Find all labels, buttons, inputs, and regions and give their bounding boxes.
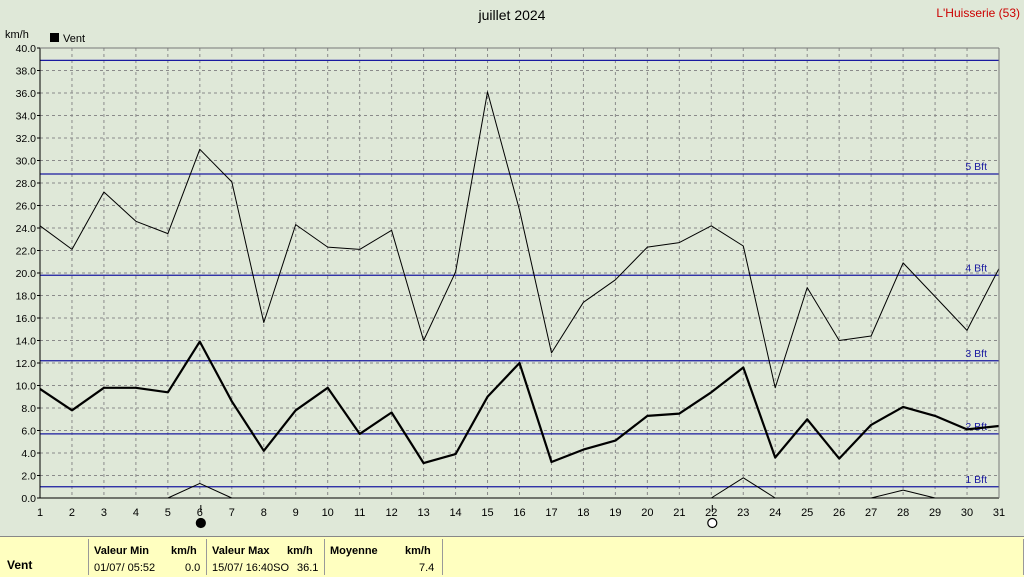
y-tick-label: 16.0 [16,313,37,325]
series-line-thick [39,340,1000,465]
max-unit: km/h [287,545,313,557]
new-moon-icon [195,517,206,529]
beaufort-label: 4 Bft [965,262,987,274]
min-box: Valeur Min km/h 01/07/ 05:52 0.0 [88,539,205,575]
x-tick-label: 26 [833,507,845,519]
beaufort-label: 3 Bft [965,348,987,360]
min-value: 0.0 [185,562,201,574]
y-tick-label: 22.0 [16,246,37,258]
x-tick-label: 22 [705,507,717,519]
y-tick-label: 26.0 [16,201,37,213]
x-tick-label: 29 [929,507,941,519]
y-tick-label: 12.0 [16,358,37,370]
min-date: 01/07/ 05:52 [94,562,156,574]
x-tick-label: 25 [801,507,813,519]
legend-label: Vent [63,33,85,45]
x-tick-label: 17 [545,507,557,519]
min-header: Valeur Min [94,545,150,557]
series-lines [39,91,1000,499]
y-tick-label: 36.0 [16,88,37,100]
max-value: 36.1 [297,562,319,574]
empty-box [442,539,1024,575]
x-tick-label: 5 [165,507,171,519]
location-label: L'Huisserie (53) [936,6,1020,20]
avg-unit: km/h [405,545,431,557]
avg-box: Moyenne km/h 7.4 [324,539,441,575]
x-tick-label: 16 [513,507,525,519]
x-tick-label: 3 [101,507,107,519]
x-tick-label: 14 [449,507,461,519]
x-tick-label: 28 [897,507,909,519]
avg-value: 7.4 [419,562,435,574]
x-tick-label: 11 [354,507,365,519]
y-tick-label: 2.0 [21,471,36,483]
x-tick-label: 9 [293,507,299,519]
x-tick-label: 23 [737,507,749,519]
y-tick-label: 30.0 [16,156,37,168]
x-tick-label: 20 [641,507,653,519]
x-tick-label: 18 [577,507,589,519]
max-date: 15/07/ 16:40SO [212,562,290,574]
y-axis-label: km/h [5,29,29,41]
min-unit: km/h [171,545,197,557]
y-tick-label: 28.0 [16,178,37,190]
x-tick-label: 10 [322,507,334,519]
y-tick-label: 32.0 [16,133,37,145]
x-tick-label: 13 [417,507,429,519]
max-box: Valeur Max km/h 15/07/ 16:40SO 36.1 [206,539,323,575]
chart-title: juillet 2024 [478,7,546,23]
avg-header: Moyenne [330,545,378,557]
max-header: Valeur Max [212,545,270,557]
x-tick-label: 2 [69,507,75,519]
series-line-thin [711,477,776,499]
x-tick-label: 21 [673,507,685,519]
y-tick-label: 38.0 [16,66,37,78]
beaufort-label: 5 Bft [965,161,987,173]
x-tick-label: 1 [37,507,43,519]
stats-footer: Vent Valeur Min km/h 01/07/ 05:52 0.0 Va… [0,536,1024,577]
y-tick-label: 4.0 [21,448,36,460]
y-tick-label: 0.0 [21,493,36,505]
x-tick-label: 19 [609,507,621,519]
y-tick-label: 24.0 [16,223,37,235]
axes: 0.0 2.0 4.0 6.0 8.0 10.0 12.0 14.0 16.0 18.0 20.0 2… [16,43,1005,529]
grid [39,47,1000,499]
legend-swatch [50,33,59,42]
series-line-thin [39,91,1000,389]
x-tick-label: 12 [386,507,398,519]
x-tick-label: 30 [961,507,973,519]
series-line-thin [870,489,936,499]
y-tick-label: 40.0 [16,43,37,55]
x-tick-label: 15 [481,507,493,519]
series-line-thin [167,482,233,499]
x-tick-label: 4 [133,507,139,519]
footer-series-label: Vent [7,558,33,572]
full-moon-icon [707,517,718,529]
y-tick-label: 8.0 [21,403,36,415]
y-tick-label: 10.0 [16,381,37,393]
x-tick-label: 6 [197,507,203,519]
y-tick-label: 20.0 [16,268,37,280]
x-tick-label: 7 [229,507,235,519]
beaufort-label: 1 Bft [965,474,987,486]
x-tick-label: 27 [865,507,877,519]
x-tick-label: 8 [261,507,267,519]
y-tick-label: 6.0 [21,426,36,438]
y-tick-label: 34.0 [16,111,37,123]
x-tick-label: 31 [993,507,1005,519]
y-tick-label: 18.0 [16,291,37,303]
x-tick-label: 24 [769,507,781,519]
y-tick-label: 14.0 [16,336,37,348]
